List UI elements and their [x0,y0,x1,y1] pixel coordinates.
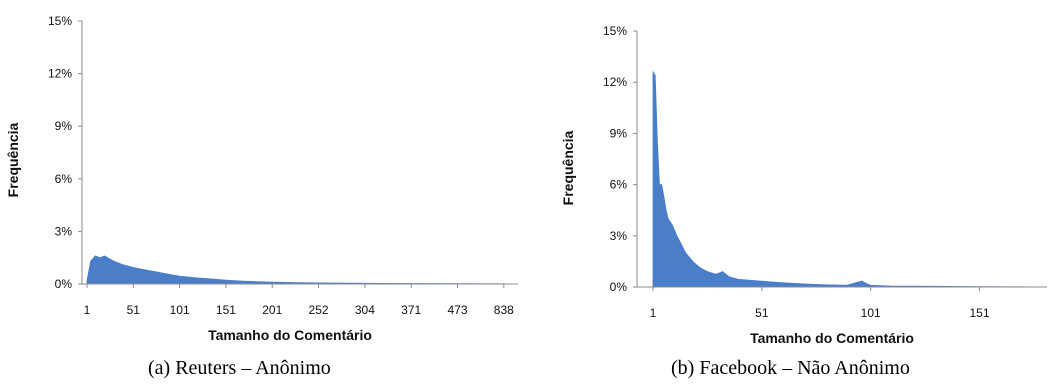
y-tick-label: 12% [603,75,627,89]
y-tick-label: 0% [610,280,628,294]
chart-panel-reuters: 0% 3% 6% 9% 12% 15% 1 51 101 151 201 252 304 371 473 83… [5,14,518,379]
x-tick-label: 473 [447,303,467,317]
x-tick-label: 1 [84,303,91,317]
x-tick-label: 51 [755,306,769,320]
y-tick-label: 6% [55,172,73,186]
y-tick-label: 12% [48,67,72,81]
caption-reuters: (a) Reuters – Anônimo [148,357,331,379]
y-tick-label: 15% [48,14,72,28]
y-tick-label: 0% [55,277,73,291]
x-tick-label: 151 [970,306,990,320]
chart-reuters: 0%3%6%9%12%15%1 51 101 151 201 252 304 371 473 83… [5,14,518,343]
y-tick-label: 9% [610,126,628,140]
area-series [86,255,505,285]
caption-facebook: (b) Facebook – Não Anônimo [671,357,910,379]
y-axis-title: Frequência [5,122,21,197]
y-tick-label: 3% [610,229,628,243]
x-tick-label: 838 [494,303,514,317]
x-tick-label: 304 [355,303,375,317]
x-tick-label: 101 [170,303,190,317]
x-tick-label: 252 [309,303,329,317]
x-axis-title: Tamanho do Comentário [750,330,914,346]
y-tick-label: 9% [55,119,73,133]
x-tick-label: 51 [127,303,141,317]
y-tick-label: 15% [603,24,627,38]
x-tick-label: 151 [216,303,236,317]
chart-panel-facebook: 0% 3% 6% 9% 12% 15% 1 51 101 151 Tamanho do Coment… [527,0,1054,387]
y-tick-label: 6% [610,178,628,192]
y-axis-title: Frequência [560,130,576,205]
x-tick-label: 1 [650,306,657,320]
x-axis-title: Tamanho do Comentário [208,327,372,343]
x-tick-label: 371 [401,303,421,317]
area-series [652,70,1048,288]
x-tick-label: 101 [861,306,881,320]
x-tick-label: 201 [262,303,282,317]
y-tick-label: 3% [55,224,73,238]
